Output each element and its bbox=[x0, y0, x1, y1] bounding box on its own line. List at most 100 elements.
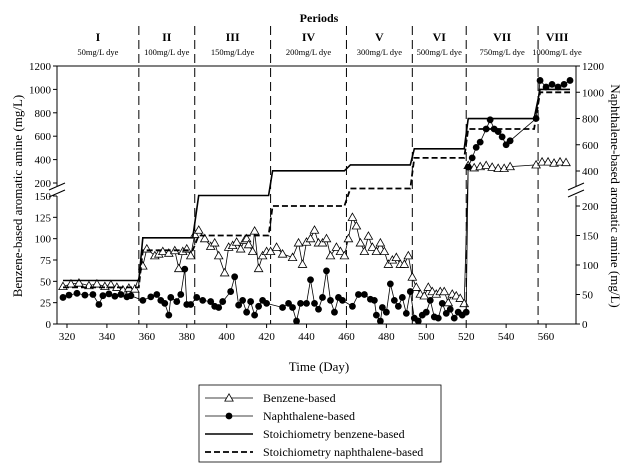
period-numeral: I bbox=[96, 30, 101, 44]
data-point bbox=[487, 162, 498, 171]
y-left-tick-label: 25 bbox=[40, 298, 52, 310]
period-numeral: VIII bbox=[546, 30, 569, 44]
y-left-tick-label: 600 bbox=[35, 131, 52, 143]
data-point bbox=[265, 246, 276, 256]
x-tick-label: 380 bbox=[179, 331, 196, 343]
data-point bbox=[325, 250, 336, 260]
period-dye-label: 750mg/L dye bbox=[480, 47, 525, 57]
data-point bbox=[343, 233, 354, 243]
legend-item: Stoichiometry naphthalene-based bbox=[205, 445, 423, 459]
data-point bbox=[227, 288, 235, 295]
data-point bbox=[153, 291, 161, 298]
y-left-tick-label: 0 bbox=[46, 319, 52, 331]
period-dye-label: 150mg/Ldye bbox=[211, 47, 255, 57]
legend-marker bbox=[224, 392, 234, 402]
x-tick-label: 480 bbox=[378, 331, 395, 343]
x-tick-label: 540 bbox=[498, 331, 515, 343]
series-1 bbox=[58, 156, 571, 308]
data-point bbox=[423, 282, 434, 291]
data-point bbox=[247, 298, 255, 305]
data-point bbox=[398, 294, 406, 301]
legend-label: Stoichiometry naphthalene-based bbox=[263, 445, 423, 459]
y-right-axis-break-slash bbox=[567, 189, 585, 198]
data-point bbox=[375, 237, 386, 247]
data-point bbox=[419, 290, 430, 300]
data-point bbox=[347, 212, 358, 221]
data-point bbox=[293, 317, 300, 325]
data-point bbox=[199, 297, 207, 304]
data-point bbox=[323, 267, 330, 275]
data-point bbox=[363, 231, 374, 240]
data-point bbox=[243, 239, 254, 249]
chart-title: Periods bbox=[300, 11, 339, 25]
data-point bbox=[95, 301, 103, 308]
data-point bbox=[439, 286, 450, 296]
legend: Benzene-based Naphthalene-based Stoichiome… bbox=[198, 384, 442, 463]
y-right-axis-break-gap bbox=[570, 186, 582, 196]
data-point bbox=[371, 246, 382, 256]
data-point bbox=[566, 77, 574, 84]
y-left-axis-break-slash bbox=[48, 182, 66, 191]
data-point bbox=[560, 80, 568, 88]
data-point bbox=[339, 250, 350, 260]
data-point bbox=[289, 304, 296, 311]
data-point bbox=[455, 293, 466, 302]
data-point bbox=[92, 278, 102, 288]
data-point bbox=[165, 311, 173, 319]
y-right-tick-label: 400 bbox=[582, 166, 599, 178]
data-point bbox=[193, 225, 204, 234]
data-point bbox=[464, 163, 472, 171]
data-point bbox=[462, 308, 470, 316]
data-point bbox=[355, 291, 362, 298]
data-point bbox=[476, 138, 484, 146]
period-numeral: V bbox=[375, 30, 384, 44]
y-right-tick-label: 600 bbox=[582, 140, 599, 152]
y-left-tick-label: 200 bbox=[35, 178, 52, 190]
data-point bbox=[414, 317, 422, 325]
data-point bbox=[73, 289, 81, 297]
data-point bbox=[351, 220, 362, 230]
data-point bbox=[548, 80, 556, 88]
data-point bbox=[255, 302, 263, 310]
period-dye-label: 100mg/L dye bbox=[144, 47, 189, 57]
data-point bbox=[257, 250, 268, 260]
series-2 bbox=[59, 77, 574, 325]
x-tick-label: 420 bbox=[258, 331, 275, 343]
data-point bbox=[167, 294, 175, 301]
data-point bbox=[482, 125, 490, 133]
series-layer bbox=[58, 77, 574, 325]
data-point bbox=[66, 278, 76, 288]
data-point bbox=[472, 143, 480, 151]
data-point bbox=[446, 305, 454, 313]
data-point bbox=[493, 163, 504, 172]
data-point bbox=[59, 294, 67, 301]
data-point bbox=[394, 302, 402, 310]
data-point bbox=[235, 301, 243, 309]
data-point bbox=[411, 282, 422, 291]
data-point bbox=[271, 242, 282, 251]
series-4 bbox=[63, 91, 570, 289]
data-point bbox=[199, 233, 210, 243]
x-tick-label: 360 bbox=[139, 331, 156, 343]
data-point bbox=[450, 314, 458, 322]
data-point bbox=[89, 291, 97, 298]
x-tick-label: 500 bbox=[418, 331, 435, 343]
x-tick-label: 340 bbox=[99, 331, 116, 343]
period-dye-label: 1000mg/L dye bbox=[532, 47, 582, 57]
series-line bbox=[63, 91, 570, 289]
data-point bbox=[378, 304, 386, 311]
data-point bbox=[65, 291, 73, 299]
data-point bbox=[231, 273, 239, 281]
x-tick-label: 320 bbox=[59, 331, 76, 343]
y-right-tick-label: 100 bbox=[582, 260, 599, 272]
y-left-tick-label: 75 bbox=[40, 255, 52, 267]
data-point bbox=[438, 299, 446, 307]
y-right-tick-label: 1200 bbox=[582, 61, 605, 73]
period-dye-label: 300mg/L dye bbox=[357, 47, 402, 57]
axes: 320 340 360 380 400 420 440 460 480 500 520 540 5600… bbox=[29, 61, 605, 343]
y-right-tick-label: 200 bbox=[582, 201, 599, 213]
data-point bbox=[193, 294, 201, 301]
data-point bbox=[361, 291, 368, 298]
data-point bbox=[111, 292, 119, 300]
